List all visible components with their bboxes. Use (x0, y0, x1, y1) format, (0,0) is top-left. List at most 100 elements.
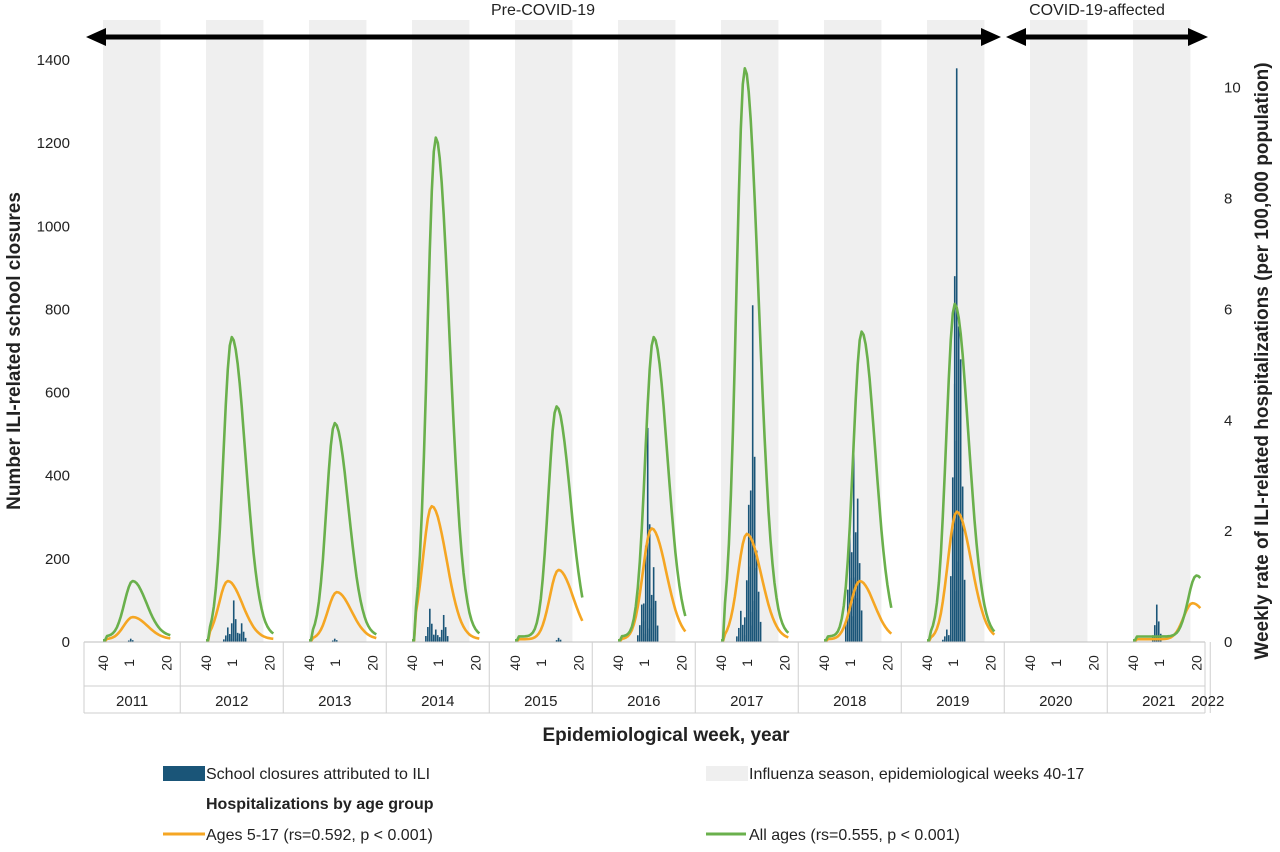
x-week-tick-5: 20 (261, 655, 277, 671)
closure-bar-8 (228, 634, 231, 642)
closure-bar-65 (749, 490, 752, 642)
y-left-tick-1000: 1000 (37, 218, 70, 235)
closure-bar-56 (740, 610, 742, 642)
closure-bar-73 (759, 621, 762, 642)
closure-bar-113 (1159, 633, 1162, 642)
y-right-tick-4: 4 (1224, 412, 1232, 429)
season-shade-2012-13 (206, 20, 264, 642)
line-ages-5-17-2012-13 (206, 579, 274, 643)
line-all-ages-2016-17 (618, 335, 687, 642)
closure-bar-110 (1153, 625, 1156, 642)
x-week-tick-27: 40 (1022, 655, 1038, 671)
closure-bar-47 (648, 524, 651, 642)
period-arrow-pre-covid-head-right (981, 28, 1001, 46)
closure-bar-57 (741, 624, 744, 642)
closure-bar-81 (852, 442, 855, 642)
season-shade-2018-19 (824, 20, 882, 642)
x-year-tick-2021: 2021 (1142, 693, 1175, 710)
closure-bar-106 (959, 359, 962, 642)
season-shading-layer (103, 20, 1191, 642)
closure-bar-92 (947, 635, 950, 642)
period-arrow-covid-head-right (1188, 28, 1208, 46)
closure-bar-34 (444, 627, 447, 642)
closure-bar-23 (429, 608, 431, 642)
x-week-tick-18: 40 (713, 655, 729, 671)
closure-bar-111 (1155, 604, 1158, 642)
x-week-tick-0: 40 (95, 655, 111, 671)
y-left-tick-600: 600 (45, 385, 70, 402)
x-week-tick-6: 40 (301, 655, 317, 671)
y-right-tick-0: 0 (1224, 634, 1232, 651)
closure-bar-84 (852, 616, 855, 642)
closure-bar-50 (650, 608, 653, 642)
line-all-ages-2013-14 (309, 421, 377, 642)
y-left-axis-title: Number ILI-related school closures (4, 192, 25, 510)
closure-bar-41 (640, 604, 643, 642)
x-week-tick-32: 20 (1188, 655, 1204, 671)
closure-bar-74 (844, 621, 847, 642)
closure-bar-59 (743, 617, 746, 642)
y-right-tick-2: 2 (1224, 523, 1232, 540)
closure-bar-17 (244, 637, 247, 642)
closure-bar-28 (434, 629, 437, 642)
closure-bar-70 (753, 600, 756, 642)
legend-label-season: Influenza season, epidemiological weeks … (749, 766, 1084, 783)
closure-bar-60 (745, 580, 748, 642)
closure-bar-86 (856, 498, 859, 642)
y-left-tick-400: 400 (45, 468, 70, 485)
legend-heading-hospitalizations: Hospitalizations by age group (206, 796, 434, 813)
closure-bar-39 (637, 635, 639, 642)
y-right-axis-title: Weekly rate of ILI-related hospitalizati… (1252, 62, 1273, 659)
line-all-ages-2017-18 (721, 67, 790, 642)
x-year-tick-2012: 2012 (215, 693, 248, 710)
x-year-tick-2022: 2022 (1191, 693, 1224, 710)
closure-bar-61 (747, 504, 750, 642)
x-week-tick-31: 1 (1151, 659, 1167, 667)
closure-bar-64 (747, 581, 750, 642)
closure-bar-88 (860, 610, 863, 642)
period-label-covid: COVID-19-affected (1029, 2, 1165, 19)
closure-bar-5 (226, 627, 229, 642)
closure-bar-53 (656, 625, 659, 642)
x-week-tick-1: 1 (121, 659, 137, 667)
x-year-tick-2014: 2014 (421, 693, 454, 710)
closure-bar-76 (848, 525, 851, 642)
closure-bar-49 (648, 628, 651, 642)
y-right-tick-8: 8 (1224, 191, 1232, 208)
season-shade-2011-12 (103, 20, 161, 642)
x-year-tick-2018: 2018 (833, 693, 866, 710)
closure-bar-38 (559, 639, 562, 642)
closure-bar-90 (944, 636, 946, 642)
closure-bar-105 (957, 514, 960, 642)
line-all-ages-2011-12 (103, 579, 171, 642)
y-left-tick-200: 200 (45, 551, 70, 568)
closure-bar-1 (129, 638, 132, 642)
x-week-tick-12: 40 (507, 655, 523, 671)
closure-bar-101 (955, 68, 958, 643)
closure-bar-32 (440, 629, 443, 642)
x-week-tick-21: 40 (816, 655, 832, 671)
closure-bar-20 (335, 640, 338, 642)
line-ages-5-17-2011-12 (103, 615, 171, 643)
season-shade-2015-16 (515, 20, 573, 642)
y-left-tick-800: 800 (45, 301, 70, 318)
closure-bar-45 (644, 545, 647, 642)
x-week-tick-13: 1 (533, 659, 549, 667)
closure-bar-36 (555, 640, 558, 642)
line-ages-5-17-2014-15 (412, 504, 480, 643)
x-week-tick-7: 1 (327, 659, 343, 667)
season-shade-2020-21 (1030, 20, 1088, 642)
x-week-tick-28: 1 (1048, 659, 1064, 667)
closure-bar-104 (955, 591, 958, 642)
closure-bar-18 (331, 640, 334, 642)
x-year-tick-2020: 2020 (1039, 693, 1072, 710)
line-all-ages-2018-19 (824, 330, 893, 642)
x-week-tick-15: 40 (610, 655, 626, 671)
closure-bar-51 (652, 567, 655, 642)
closure-bar-107 (961, 486, 964, 642)
line-ages-5-17-2019-20 (927, 510, 996, 643)
y-left-tick-0: 0 (62, 634, 70, 651)
period-arrows-layer: Pre-COVID-19 COVID-19-affected (86, 2, 1208, 46)
line-all-ages-2021-22 (1133, 574, 1202, 642)
